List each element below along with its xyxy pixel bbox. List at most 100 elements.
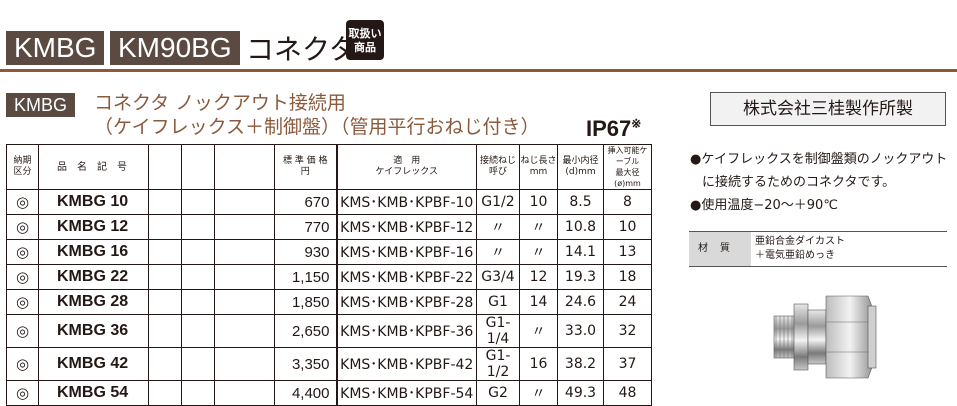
table-row: ◎ KMBG 10 670 KMS･KMB･KPBF-10 G1/2 10 8.5 8 (6, 189, 652, 215)
cell-thread: G1-1/4 (476, 314, 520, 348)
cell-cable: 48 (603, 380, 652, 406)
cell-min-id: 10.8 (557, 214, 604, 240)
cell-length: 10 (519, 189, 558, 215)
cell-kubun: ◎ (6, 289, 39, 315)
table-row: ◎ KMBG 22 1,150 KMS･KMB･KPBF-22 G3/4 12 19.3 18 (6, 264, 652, 290)
cell-min-id: 33.0 (557, 314, 604, 348)
cell-length: 〃 (519, 239, 558, 265)
cell-blank (148, 214, 182, 240)
page-title: コネクタ (246, 33, 357, 66)
spec-table: 納期 区分 品 名 記 号 標 準 価 格 円 適 用 ケイフレックス 接続ねじ… (6, 144, 652, 406)
cell-cable: 8 (603, 189, 652, 215)
cell-flex: KMS･KMB･KPBF-10 (336, 189, 477, 215)
cell-cable: 24 (603, 289, 652, 315)
cell-blank (148, 289, 182, 315)
header-price: 標 準 価 格 円 (274, 144, 338, 190)
table-row: ◎ KMBG 28 1,850 KMS･KMB･KPBF-28 G1 14 24.6 24 (6, 289, 652, 315)
cell-blank (148, 380, 182, 406)
cell-blank (181, 239, 215, 265)
table-row: ◎ KMBG 54 4,400 KMS･KMB･KPBF-54 G2 〃 49.3 48 (6, 380, 652, 406)
sub-badge-kmbg: KMBG (6, 93, 76, 117)
table-row: ◎ KMBG 42 3,350 KMS･KMB･KPBF-42 G1-1/2 16 38.2… (6, 347, 652, 381)
cell-blank (214, 347, 275, 381)
cell-blank (214, 239, 275, 265)
badge-kmbg: KMBG (6, 31, 105, 65)
cell-model: KMBG 12 (38, 214, 149, 240)
header-flex: 適 用 ケイフレックス (336, 144, 477, 190)
cell-blank (181, 214, 215, 240)
cell-blank (148, 239, 182, 265)
table-row: ◎ KMBG 12 770 KMS･KMB･KPBF-12 〃〃 10.8 10 (6, 214, 652, 240)
cell-length: 14 (519, 289, 558, 315)
cell-blank (181, 189, 215, 215)
table-header-row: 納期 区分 品 名 記 号 標 準 価 格 円 適 用 ケイフレックス 接続ねじ… (6, 144, 652, 190)
cell-kubun: ◎ (6, 314, 39, 348)
cell-blank (214, 380, 275, 406)
cell-price: 1,150 (274, 264, 338, 290)
table-row: ◎ KMBG 16 930 KMS･KMB･KPBF-16 〃〃 14.1 13 (6, 239, 652, 265)
notes: ●ケイフレックスを制御盤類のノックアウト に接続するためのコネクタです。 ●使用… (690, 148, 952, 217)
cell-thread: 〃 (476, 239, 520, 265)
badge-km90bg: KM90BG (110, 31, 240, 65)
cell-price: 930 (274, 239, 338, 265)
header-empty-3 (214, 144, 275, 190)
cell-blank (214, 189, 275, 215)
cell-blank (214, 214, 275, 240)
ip-rating: IP67※ (586, 116, 641, 142)
note-line1: ●ケイフレックスを制御盤類のノックアウト (690, 152, 948, 167)
cell-length: 〃 (519, 314, 558, 348)
ip-rating-mark: ※ (631, 116, 642, 131)
cell-flex: KMS･KMB･KPBF-36 (336, 314, 477, 348)
cell-price: 1,850 (274, 289, 338, 315)
connector-product-image (773, 295, 877, 379)
header-divider (0, 69, 957, 72)
cell-blank (181, 347, 215, 381)
cell-blank (214, 314, 275, 348)
cell-min-id: 19.3 (557, 264, 604, 290)
cell-price: 4,400 (274, 380, 338, 406)
cell-thread: G1 (476, 289, 520, 315)
material-row: 材質 亜鉛合金ダイカスト ＋電気亜鉛めっき (689, 231, 947, 267)
cell-blank (181, 380, 215, 406)
header-empty-1 (148, 144, 182, 190)
cell-kubun: ◎ (6, 264, 39, 290)
header-length: ねじ長さ mm (519, 144, 558, 190)
cell-length: 16 (519, 347, 558, 381)
cell-flex: KMS･KMB･KPBF-28 (336, 289, 477, 315)
header-empty-2 (181, 144, 215, 190)
material-value1: 亜鉛合金ダイカスト (755, 236, 845, 247)
cell-min-id: 49.3 (557, 380, 604, 406)
cell-blank (214, 264, 275, 290)
cell-blank (214, 289, 275, 315)
handling-stamp: 取扱い 商品 (346, 20, 384, 60)
note-line2: に接続するためのコネクタです。 (702, 175, 896, 190)
cell-flex: KMS･KMB･KPBF-12 (336, 214, 477, 240)
cell-blank (148, 189, 182, 215)
table-row: ◎ KMBG 36 2,650 KMS･KMB･KPBF-36 G1-1/4 〃 33.0 3… (6, 314, 652, 348)
cell-model: KMBG 22 (38, 264, 149, 290)
cell-length: 12 (519, 264, 558, 290)
material-label: 材質 (689, 231, 751, 267)
cell-flex: KMS･KMB･KPBF-54 (336, 380, 477, 406)
cell-kubun: ◎ (6, 380, 39, 406)
cell-blank (181, 314, 215, 348)
cell-min-id: 14.1 (557, 239, 604, 265)
cell-min-id: 8.5 (557, 189, 604, 215)
cell-kubun: ◎ (6, 239, 39, 265)
header-cable: 挿入可能ケーブル 最大径(ø)mm (603, 144, 652, 190)
cell-model: KMBG 36 (38, 314, 149, 348)
material-table: 材質 亜鉛合金ダイカスト ＋電気亜鉛めっき (689, 231, 947, 267)
header-model: 品 名 記 号 (38, 144, 149, 190)
cell-thread: G1-1/2 (476, 347, 520, 381)
header-min-id: 最小内径 (d)mm (557, 144, 604, 190)
cell-model: KMBG 16 (38, 239, 149, 265)
cell-thread: G1/2 (476, 189, 520, 215)
cell-min-id: 24.6 (557, 289, 604, 315)
cell-cable: 10 (603, 214, 652, 240)
subtitle-line1: コネクタ ノックアウト接続用 (94, 92, 346, 114)
cell-flex: KMS･KMB･KPBF-16 (336, 239, 477, 265)
cell-flex: KMS･KMB･KPBF-42 (336, 347, 477, 381)
cell-price: 2,650 (274, 314, 338, 348)
cell-model: KMBG 54 (38, 380, 149, 406)
cell-model: KMBG 28 (38, 289, 149, 315)
